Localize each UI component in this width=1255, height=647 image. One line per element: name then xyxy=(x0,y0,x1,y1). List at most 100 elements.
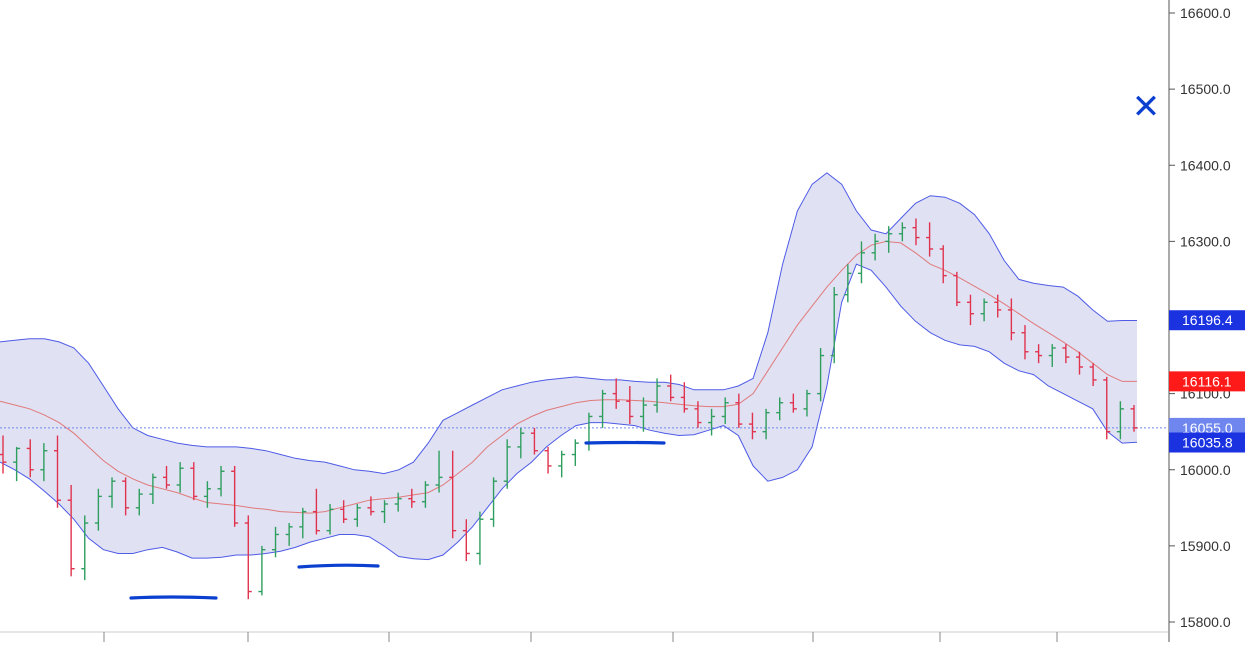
x-mark-annotation: ✕ xyxy=(1132,88,1161,126)
ohlc-bar xyxy=(735,393,743,428)
price-tag: 16035.8 xyxy=(1169,432,1245,453)
ohlc-bar xyxy=(108,477,116,508)
ohlc-bar xyxy=(885,226,893,253)
ohlc-bar xyxy=(490,477,498,527)
ohlc-bar xyxy=(1130,405,1138,432)
ohlc-bar xyxy=(258,545,266,596)
ohlc-bar xyxy=(748,412,756,440)
ohlc-bar xyxy=(503,439,511,489)
ohlc-bar xyxy=(530,427,538,455)
support-mark-1 xyxy=(129,595,218,600)
ohlc-bar xyxy=(462,519,470,562)
ohlc-bar xyxy=(871,233,879,261)
ohlc-bar xyxy=(0,435,7,474)
ohlc-bar xyxy=(708,408,716,436)
ohlc-bar xyxy=(926,222,934,257)
ohlc-bar xyxy=(721,397,729,425)
ohlc-bar xyxy=(203,481,211,508)
ohlc-bar xyxy=(994,294,1002,318)
ohlc-bar xyxy=(667,374,675,402)
ohlc-bar xyxy=(680,382,688,413)
ohlc-bar xyxy=(408,488,416,508)
ohlc-bar xyxy=(381,500,389,524)
ohlc-bar xyxy=(912,218,920,246)
price-tag-background xyxy=(1169,371,1245,392)
ohlc-bar xyxy=(653,378,661,413)
price-tag-background xyxy=(1169,310,1245,331)
ohlc-bar xyxy=(830,287,838,364)
ohlc-bar xyxy=(694,401,702,428)
bollinger-band-layer xyxy=(0,172,1138,561)
ohlc-bar xyxy=(558,450,566,478)
y-tick-label: 15800.0 xyxy=(1180,614,1231,630)
support-mark-3 xyxy=(584,440,666,445)
ohlc-bar xyxy=(122,477,130,516)
ohlc-bar xyxy=(476,511,484,565)
ohlc-bar xyxy=(762,408,770,440)
ohlc-bar xyxy=(626,386,634,425)
price-tag-background xyxy=(1169,432,1245,453)
ohlc-bar xyxy=(367,496,375,516)
ohlc-bar xyxy=(571,439,579,466)
bollinger-band-fill xyxy=(0,172,1137,560)
ohlc-bar xyxy=(1075,351,1083,375)
ohlc-bar xyxy=(353,504,361,527)
ohlc-bar xyxy=(326,504,334,535)
price-tag-label: 16196.4 xyxy=(1182,312,1233,328)
bollinger-upper-line xyxy=(0,172,1137,475)
ohlc-bar xyxy=(803,389,811,417)
ohlc-bar xyxy=(612,378,620,409)
ohlc-bar xyxy=(190,462,198,501)
ohlc-bar xyxy=(312,488,320,535)
ohlc-bar xyxy=(844,264,852,303)
ohlc-bar xyxy=(163,465,171,489)
y-tick-label: 16300.0 xyxy=(1180,233,1231,249)
ohlc-bar xyxy=(54,435,62,508)
ohlc-bar xyxy=(40,443,48,482)
ohlc-bar xyxy=(272,526,280,558)
y-tick-label: 16500.0 xyxy=(1180,81,1231,97)
ohlc-bar xyxy=(953,271,961,307)
ohlc-bar xyxy=(639,397,647,432)
y-tick-label: 16600.0 xyxy=(1180,5,1231,21)
ohlc-bar xyxy=(980,298,988,322)
ohlc-bar xyxy=(231,465,239,527)
ohlc-bar xyxy=(1007,298,1015,341)
ohlc-bar xyxy=(13,446,21,482)
ohlc-bar xyxy=(939,245,947,284)
ohlc-bar xyxy=(449,450,457,539)
bollinger-mid-line xyxy=(0,240,1137,514)
price-tag-label: 16116.1 xyxy=(1182,373,1232,389)
ohlc-bar xyxy=(435,450,443,493)
price-tag: 16196.4 xyxy=(1169,310,1245,331)
support-mark-2 xyxy=(297,563,380,569)
ohlc-bar xyxy=(544,446,552,474)
ohlc-bar xyxy=(285,523,293,546)
ohlc-bar xyxy=(1035,344,1043,364)
price-tag-label: 16035.8 xyxy=(1182,434,1233,450)
ohlc-bar xyxy=(299,507,307,539)
bollinger-lower-line xyxy=(0,263,1138,561)
ohlc-bar xyxy=(340,500,348,524)
ohlc-bar xyxy=(776,397,784,421)
ohlc-bar xyxy=(898,222,906,242)
ohlc-bar xyxy=(81,515,89,581)
y-tick-label: 16400.0 xyxy=(1180,157,1231,173)
ohlc-bar xyxy=(517,427,525,459)
y-tick-label: 16000.0 xyxy=(1180,462,1231,478)
ohlc-bar xyxy=(1116,401,1124,440)
y-tick-label: 15900.0 xyxy=(1180,538,1231,554)
ohlc-bar xyxy=(149,473,157,505)
ohlc-bar xyxy=(1062,344,1070,364)
ohlc-bar xyxy=(1089,363,1097,387)
ohlc-bar xyxy=(244,515,252,600)
ohlc-bar xyxy=(1021,325,1029,360)
ohlc-bars-layer xyxy=(0,218,1138,600)
ohlc-bar xyxy=(135,488,143,516)
ohlc-bar xyxy=(857,241,865,284)
ohlc-bar xyxy=(94,488,102,531)
annotation-layer: ✕ xyxy=(129,88,1161,600)
